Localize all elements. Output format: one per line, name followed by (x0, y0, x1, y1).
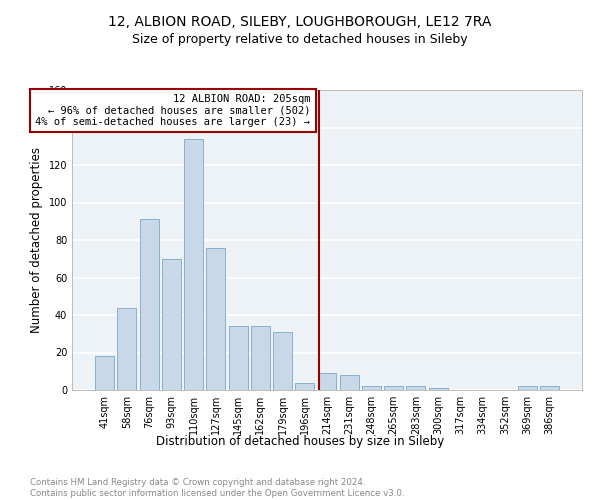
Text: Distribution of detached houses by size in Sileby: Distribution of detached houses by size … (156, 435, 444, 448)
Bar (340, 375, 359, 390)
Bar (384, 386, 403, 390)
Bar (229, 326, 248, 390)
Bar (184, 138, 203, 390)
Bar (140, 220, 158, 390)
Bar (95, 356, 114, 390)
Text: 12 ALBION ROAD: 205sqm
← 96% of detached houses are smaller (502)
4% of semi-det: 12 ALBION ROAD: 205sqm ← 96% of detached… (35, 94, 310, 127)
Bar (406, 386, 425, 390)
Text: Size of property relative to detached houses in Sileby: Size of property relative to detached ho… (132, 32, 468, 46)
Bar (429, 388, 448, 390)
Bar (317, 373, 337, 390)
Bar (273, 332, 292, 390)
Text: 12, ALBION ROAD, SILEBY, LOUGHBOROUGH, LE12 7RA: 12, ALBION ROAD, SILEBY, LOUGHBOROUGH, L… (109, 15, 491, 29)
Bar (251, 326, 270, 390)
Bar (162, 259, 181, 390)
Bar (206, 248, 225, 390)
Text: Contains HM Land Registry data © Crown copyright and database right 2024.
Contai: Contains HM Land Registry data © Crown c… (30, 478, 404, 498)
Bar (540, 386, 559, 390)
Bar (295, 382, 314, 390)
Bar (118, 308, 136, 390)
Y-axis label: Number of detached properties: Number of detached properties (30, 147, 43, 333)
Bar (362, 386, 381, 390)
Bar (518, 386, 536, 390)
